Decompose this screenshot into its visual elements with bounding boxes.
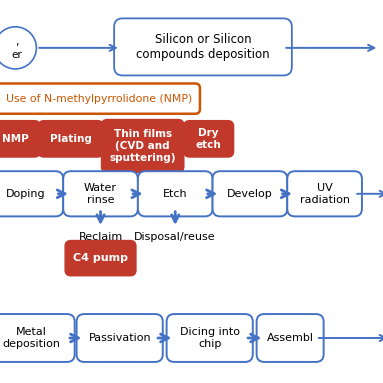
Text: Use of N-methylpyrrolidone (NMP): Use of N-methylpyrrolidone (NMP) bbox=[7, 93, 193, 104]
Text: ,: , bbox=[16, 37, 19, 47]
FancyBboxPatch shape bbox=[213, 171, 287, 216]
FancyBboxPatch shape bbox=[0, 171, 63, 216]
FancyBboxPatch shape bbox=[287, 171, 362, 216]
Text: Reclaim: Reclaim bbox=[79, 232, 123, 242]
Text: Etch: Etch bbox=[163, 189, 188, 199]
Text: er: er bbox=[12, 50, 23, 60]
FancyBboxPatch shape bbox=[184, 121, 234, 157]
Text: Silicon or Silicon
compounds deposition: Silicon or Silicon compounds deposition bbox=[136, 33, 270, 61]
FancyBboxPatch shape bbox=[77, 314, 163, 362]
FancyBboxPatch shape bbox=[0, 121, 40, 157]
FancyBboxPatch shape bbox=[63, 171, 138, 216]
Text: Disposal/reuse: Disposal/reuse bbox=[133, 232, 215, 242]
Text: Develop: Develop bbox=[227, 189, 273, 199]
Text: Dicing into
chip: Dicing into chip bbox=[180, 327, 240, 349]
FancyBboxPatch shape bbox=[101, 119, 184, 172]
Circle shape bbox=[0, 27, 36, 69]
FancyBboxPatch shape bbox=[167, 314, 253, 362]
FancyBboxPatch shape bbox=[0, 83, 200, 114]
Text: C4 pump: C4 pump bbox=[73, 253, 128, 263]
FancyBboxPatch shape bbox=[138, 171, 213, 216]
Text: UV
radiation: UV radiation bbox=[300, 183, 350, 205]
Text: Passivation: Passivation bbox=[88, 333, 151, 343]
Text: Plating: Plating bbox=[50, 134, 92, 144]
Text: NMP: NMP bbox=[2, 134, 29, 144]
FancyBboxPatch shape bbox=[114, 18, 292, 75]
Text: Thin films
(CVD and
sputtering): Thin films (CVD and sputtering) bbox=[110, 129, 176, 162]
FancyBboxPatch shape bbox=[257, 314, 324, 362]
Text: Doping: Doping bbox=[6, 189, 46, 199]
Text: Dry
etch: Dry etch bbox=[196, 128, 222, 150]
FancyBboxPatch shape bbox=[38, 121, 103, 157]
FancyBboxPatch shape bbox=[65, 241, 136, 276]
FancyBboxPatch shape bbox=[0, 314, 75, 362]
Text: Metal
deposition: Metal deposition bbox=[3, 327, 61, 349]
Text: Assembl: Assembl bbox=[267, 333, 314, 343]
Text: Water
rinse: Water rinse bbox=[84, 183, 117, 205]
